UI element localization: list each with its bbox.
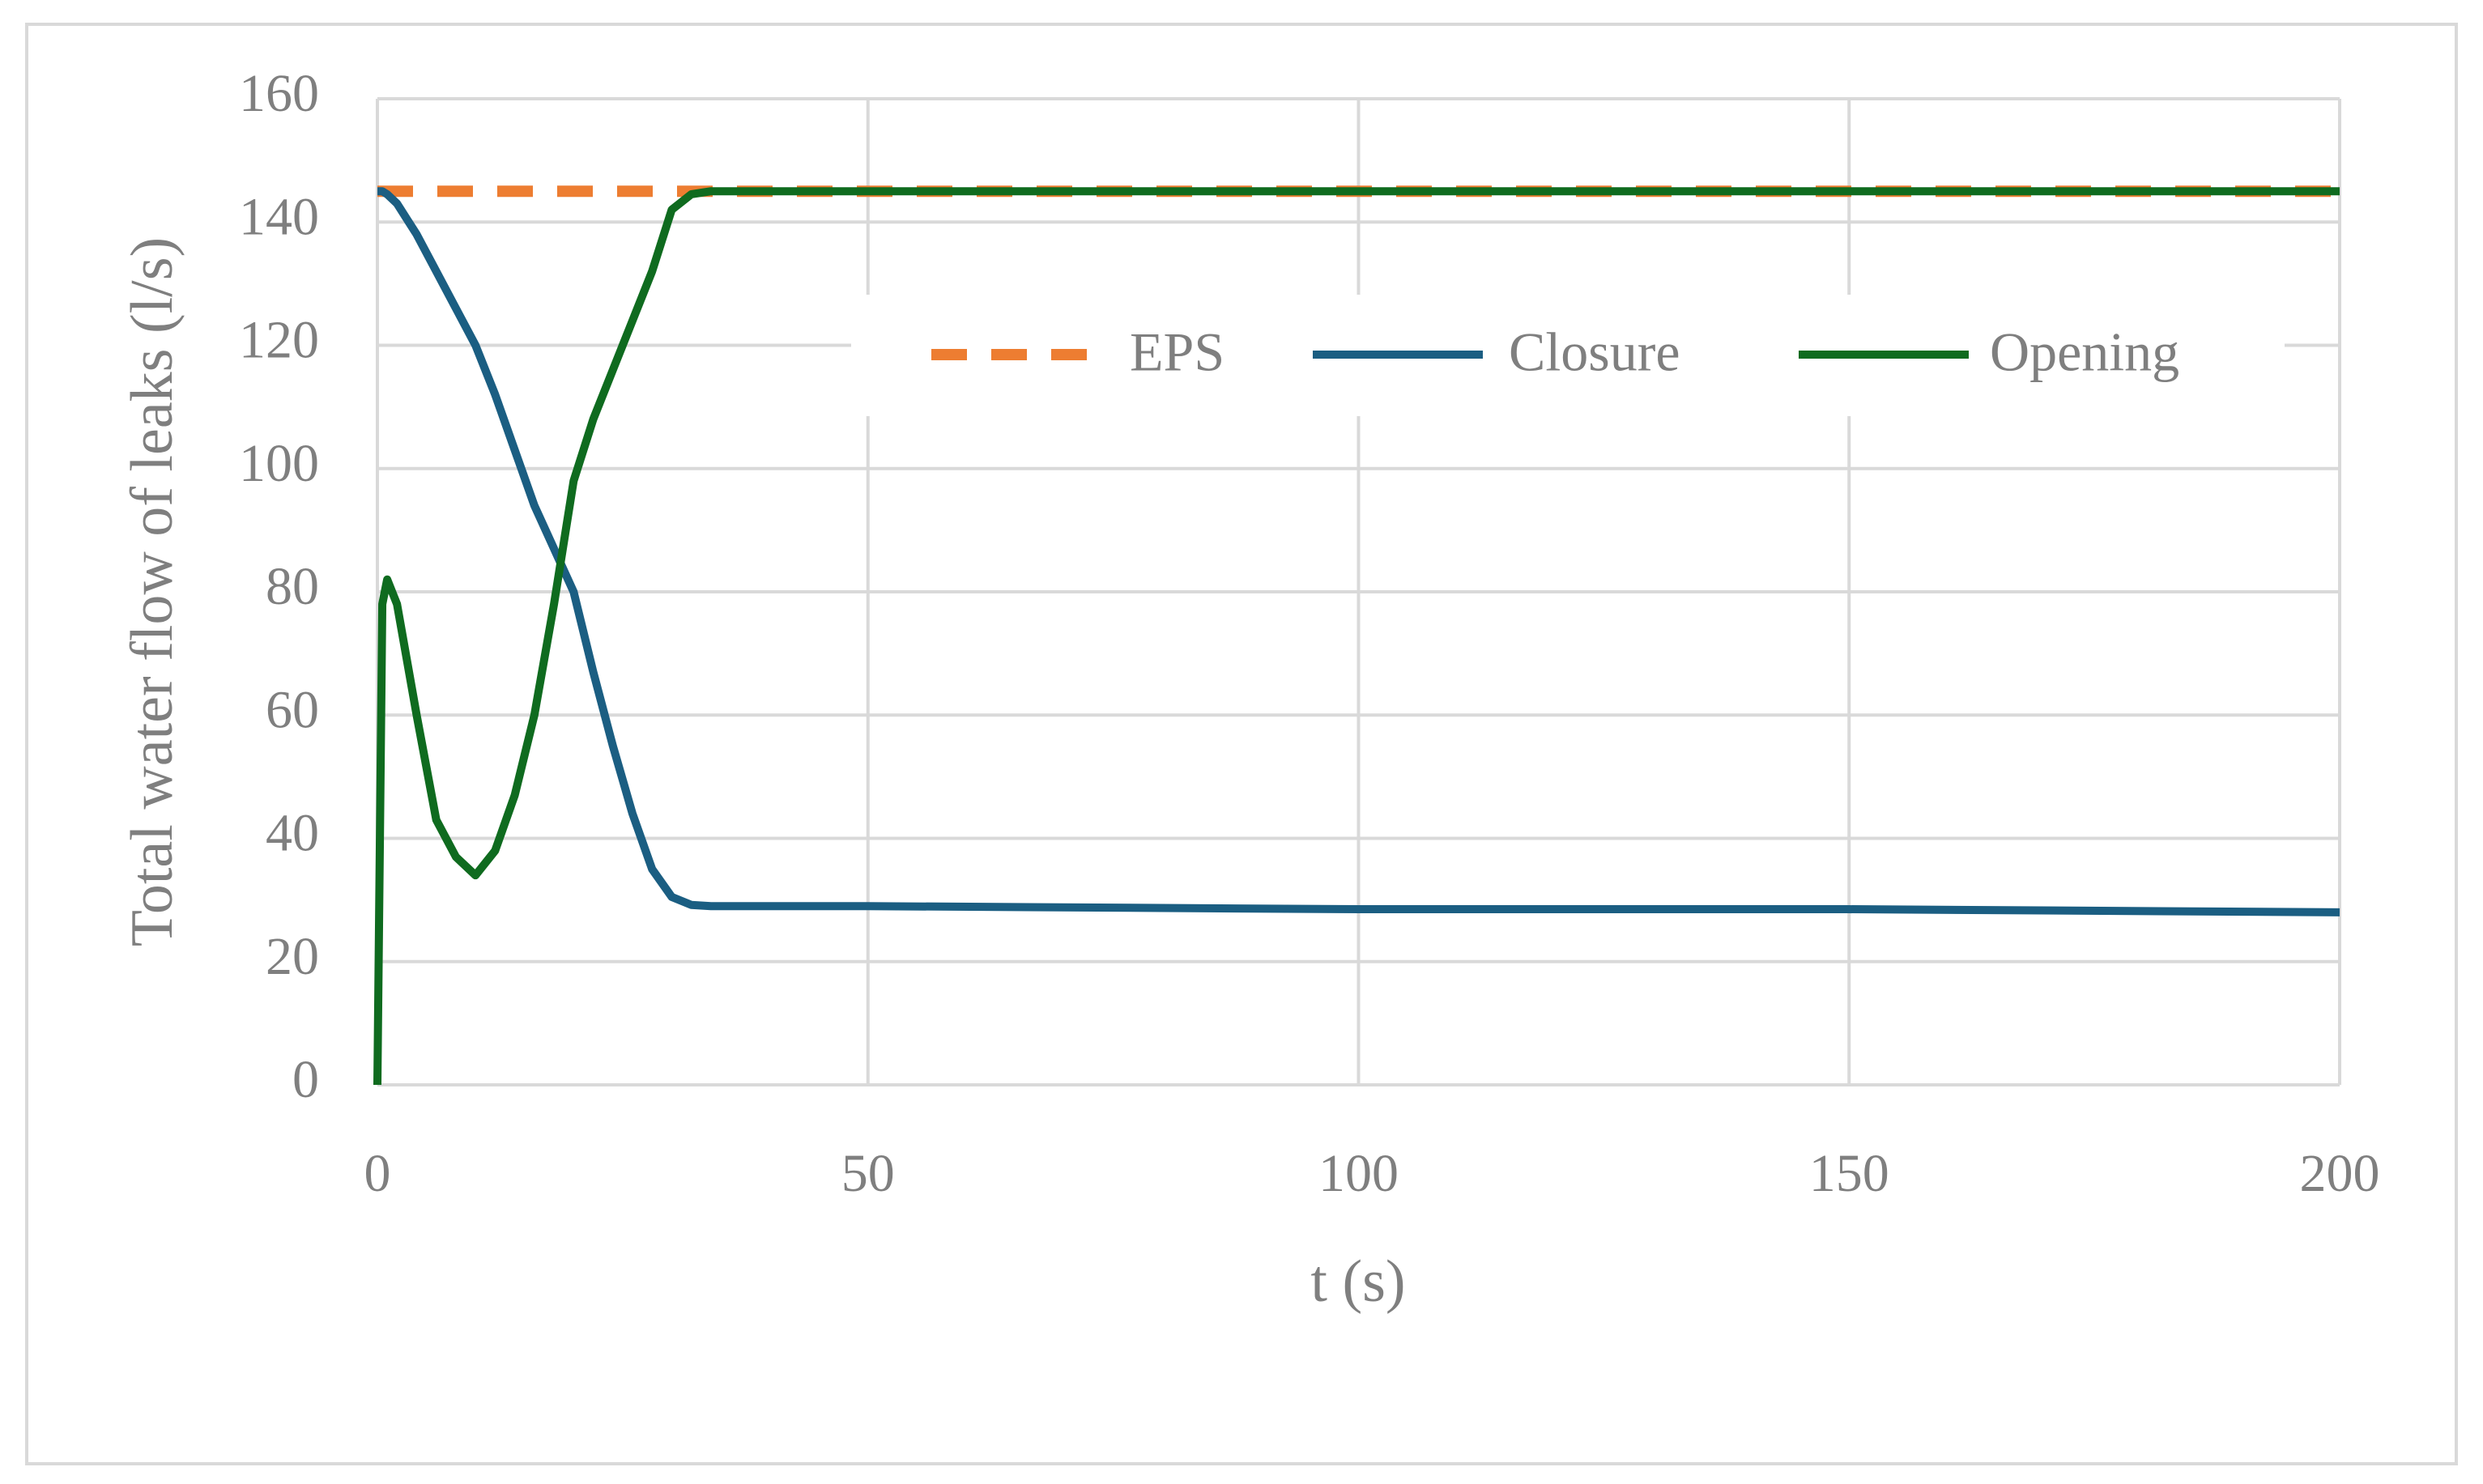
y-axis-title: Total water flow of leaks (l/s) <box>119 237 185 946</box>
x-tick-label: 100 <box>1318 1144 1399 1203</box>
y-tick-label: 80 <box>266 557 319 616</box>
legend-label: Closure <box>1509 321 1680 383</box>
y-tick-label: 160 <box>239 64 319 123</box>
x-tick-label: 200 <box>2300 1144 2380 1203</box>
x-tick-label: 50 <box>841 1144 895 1203</box>
y-tick-label: 0 <box>292 1050 319 1109</box>
x-axis-title: t (s) <box>1310 1248 1405 1315</box>
y-tick-label: 140 <box>239 187 319 246</box>
chart-border <box>25 23 2458 1465</box>
y-tick-label: 120 <box>239 311 319 370</box>
x-tick-label: 0 <box>364 1144 391 1203</box>
series-line <box>377 187 2340 916</box>
series-line <box>373 187 2340 1086</box>
labels: t (s) Total water flow of leaks (l/s) 0 2… <box>119 64 2380 1315</box>
legend-label: Opening <box>1990 321 2179 383</box>
legend: EPS Closure Opening <box>851 295 2285 416</box>
x-tick-label: 150 <box>1809 1144 1889 1203</box>
y-tick-label: 60 <box>266 680 319 739</box>
plot-lines <box>373 185 2340 1086</box>
y-tick-label: 20 <box>266 927 319 986</box>
y-tick-label: 100 <box>239 434 319 493</box>
y-tick-label: 40 <box>266 804 319 863</box>
grid <box>376 97 2341 1086</box>
legend-label: EPS <box>1130 321 1224 383</box>
legend-box <box>851 295 2285 416</box>
